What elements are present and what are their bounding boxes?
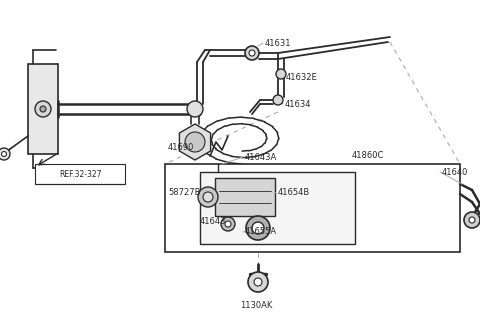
Text: 41632E: 41632E <box>286 72 318 81</box>
Circle shape <box>246 216 270 240</box>
Text: 41631: 41631 <box>265 39 291 47</box>
Circle shape <box>1 151 7 156</box>
Text: 41634: 41634 <box>285 100 312 109</box>
Text: REF.32-327: REF.32-327 <box>59 170 101 179</box>
Circle shape <box>35 101 51 117</box>
Bar <box>35 164 125 184</box>
Text: 41860C: 41860C <box>352 150 384 159</box>
Circle shape <box>40 106 46 112</box>
Bar <box>215 178 275 216</box>
Circle shape <box>203 192 213 202</box>
Bar <box>200 172 355 244</box>
Circle shape <box>273 95 283 105</box>
Bar <box>165 164 460 252</box>
Text: 41643: 41643 <box>200 217 227 226</box>
Text: 1130AK: 1130AK <box>240 301 272 310</box>
Text: 41654B: 41654B <box>278 188 310 197</box>
Circle shape <box>254 278 262 286</box>
Text: 58727B: 58727B <box>168 188 201 197</box>
Text: 41655A: 41655A <box>245 227 277 236</box>
Text: 41643A: 41643A <box>245 152 277 161</box>
Circle shape <box>252 222 264 234</box>
Circle shape <box>249 50 255 56</box>
Circle shape <box>225 221 231 227</box>
Circle shape <box>469 217 475 223</box>
Circle shape <box>187 101 203 117</box>
Circle shape <box>0 148 10 160</box>
Circle shape <box>248 272 268 292</box>
Circle shape <box>221 217 235 231</box>
Text: 41690: 41690 <box>168 142 194 151</box>
Polygon shape <box>180 124 211 160</box>
Text: 41640: 41640 <box>442 168 468 177</box>
Circle shape <box>185 132 205 152</box>
Circle shape <box>245 46 259 60</box>
Circle shape <box>198 187 218 207</box>
Bar <box>28 64 58 154</box>
Circle shape <box>276 69 286 79</box>
Circle shape <box>464 212 480 228</box>
